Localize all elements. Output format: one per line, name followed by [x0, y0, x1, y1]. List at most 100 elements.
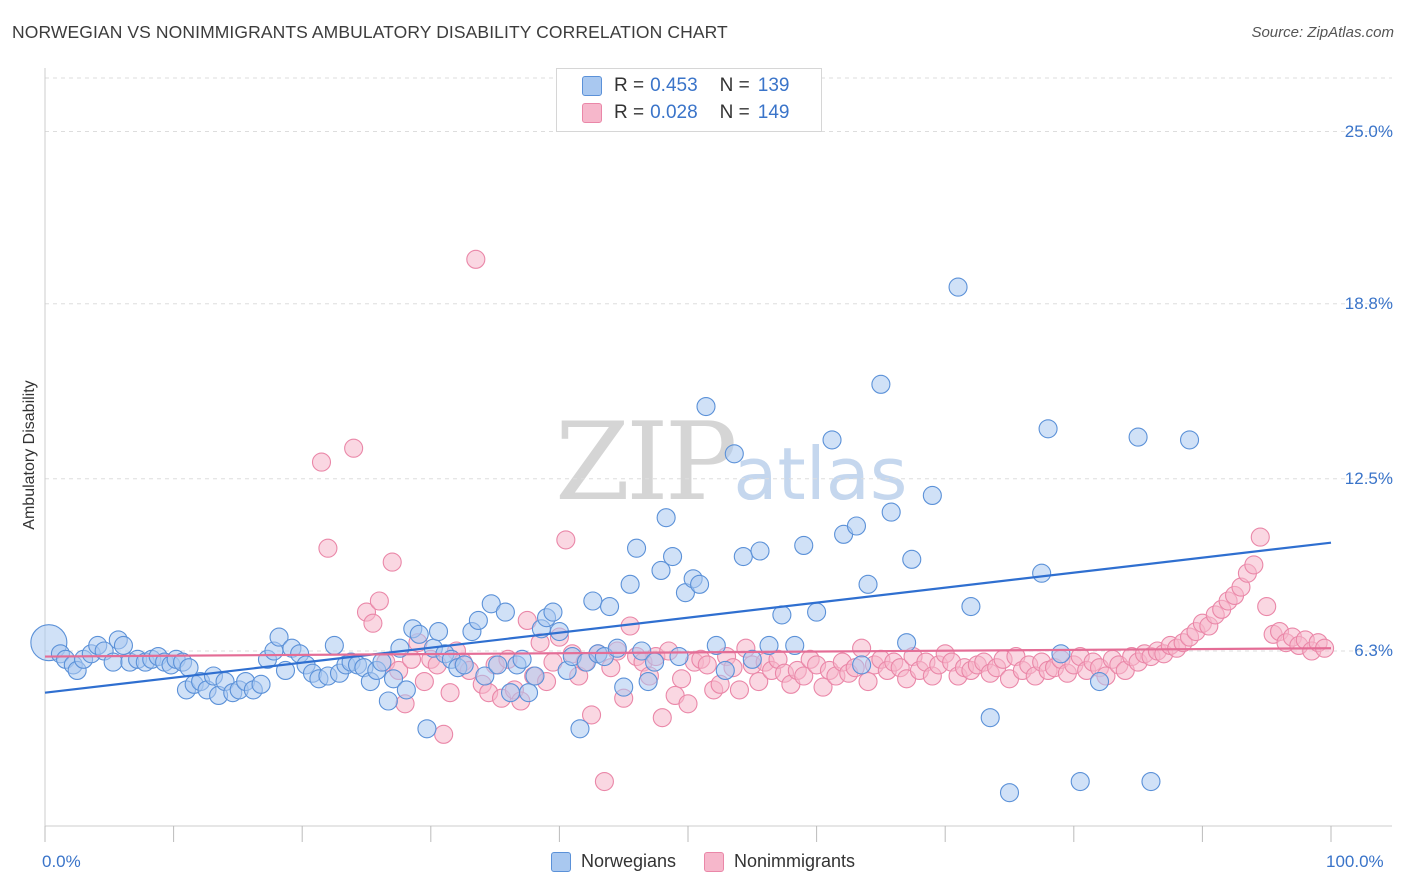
- nonimmigrant-point: [382, 552, 402, 572]
- norwegian-point: [396, 680, 416, 700]
- nonimmigrant-point: [363, 613, 383, 633]
- norwegian-point: [454, 655, 474, 675]
- norwegian-point: [570, 719, 590, 739]
- norwegian-point: [846, 516, 867, 536]
- norwegian-point: [468, 610, 488, 630]
- norwegian-point: [428, 622, 449, 642]
- norwegian-point: [980, 708, 1000, 728]
- norwegian-point: [1128, 427, 1148, 447]
- legend-swatch-blue: [582, 76, 602, 96]
- norwegian-point: [785, 635, 805, 655]
- nonimmigrant-point: [1257, 597, 1277, 617]
- norwegian-point: [638, 672, 658, 692]
- norwegian-point: [742, 649, 762, 669]
- nonimmigrant-point: [594, 772, 614, 792]
- norwegian-point: [663, 547, 683, 567]
- norwegian-point: [1051, 644, 1071, 664]
- norwegian-point: [696, 397, 716, 417]
- norwegian-point: [600, 597, 620, 617]
- legend-n-label: N =: [719, 75, 750, 96]
- norwegian-point: [999, 783, 1020, 803]
- source-label: Source: ZipAtlas.com: [1251, 24, 1394, 41]
- norwegian-point: [669, 647, 689, 667]
- y-tick-label: 18.8%: [1344, 293, 1393, 313]
- nonimmigrant-point: [697, 655, 717, 675]
- watermark-atlas: atlas: [733, 432, 908, 516]
- norwegian-point: [543, 602, 563, 622]
- norwegian-point: [614, 677, 634, 697]
- norwegian-point: [724, 444, 744, 464]
- norwegian-point: [852, 655, 872, 675]
- legend-r-label: R =: [614, 75, 645, 96]
- y-tick-label: 12.5%: [1344, 468, 1393, 488]
- norwegian-point: [269, 627, 289, 647]
- nonimmigrant-point: [794, 666, 814, 686]
- norwegian-point: [113, 635, 133, 655]
- norwegian-point: [1038, 419, 1058, 439]
- norwegian-point: [409, 624, 429, 644]
- x-tick-label-min: 0.0%: [42, 852, 81, 871]
- nonimmigrant-trend-line: [44, 647, 1332, 658]
- norwegian-point: [858, 574, 878, 594]
- norwegian-point: [902, 549, 922, 569]
- nonimmigrant-point: [1244, 555, 1264, 575]
- legend-row-nonimmigrants: R = 0.028 N = 149: [557, 100, 789, 126]
- norwegian-point: [1070, 772, 1090, 792]
- legend-swatch-pink: [704, 851, 724, 872]
- nonimmigrant-point: [581, 705, 602, 725]
- norwegian-point: [656, 508, 676, 528]
- nonimmigrant-point: [852, 638, 872, 658]
- x-tick-label-max: 100.0%: [1326, 852, 1384, 871]
- norwegian-point: [1141, 772, 1161, 792]
- norwegian-point: [417, 719, 437, 739]
- norwegian-point: [500, 683, 521, 703]
- stats-legend: R = 0.453 N = 139 R = 0.028 N = 149: [556, 68, 822, 132]
- nonimmigrant-point: [652, 708, 672, 728]
- nonimmigrant-point: [517, 610, 537, 630]
- nonimmigrant-point: [749, 672, 769, 692]
- legend-swatch-blue: [550, 851, 571, 872]
- nonimmigrant-point: [858, 672, 878, 692]
- legend-label-norwegians: Norwegians: [580, 851, 676, 871]
- norwegian-point: [1179, 430, 1200, 450]
- norwegian-point: [759, 635, 779, 655]
- chart-title: NORWEGIAN VS NONIMMIGRANTS AMBULATORY DI…: [12, 22, 728, 42]
- norwegian-point: [715, 660, 735, 680]
- nonimmigrant-point: [556, 530, 576, 550]
- norwegian-point: [922, 485, 942, 505]
- norwegian-point: [620, 574, 640, 594]
- norwegian-point: [948, 277, 968, 297]
- legend-r-value: 0.453: [650, 75, 698, 96]
- legend-n-label: N =: [719, 102, 750, 123]
- norwegian-point: [871, 374, 891, 394]
- nonimmigrant-point: [672, 669, 692, 689]
- nonimmigrant-point: [344, 438, 364, 458]
- nonimmigrant-point: [369, 591, 389, 611]
- legend-n-value: 139: [757, 75, 790, 96]
- norwegian-point: [807, 602, 827, 622]
- norwegian-point: [372, 652, 392, 672]
- legend-item-nonimmigrants: Nonimmigrants: [704, 851, 855, 872]
- legend-r-label: R =: [614, 102, 645, 123]
- norwegian-point: [383, 669, 404, 689]
- nonimmigrant-point: [414, 672, 434, 692]
- norwegian-point: [706, 635, 726, 655]
- y-tick-label: 6.3%: [1354, 641, 1393, 660]
- norwegian-point: [1089, 672, 1110, 692]
- norwegian-point: [475, 666, 495, 686]
- y-tick-label: 25.0%: [1344, 121, 1393, 141]
- norwegian-point: [324, 635, 344, 655]
- nonimmigrant-point: [434, 724, 454, 744]
- norwegian-point: [488, 655, 508, 675]
- legend-row-norwegians: R = 0.453 N = 139: [557, 73, 789, 99]
- nonimmigrant-point: [311, 452, 332, 472]
- nonimmigrant-point: [678, 694, 698, 714]
- nonimmigrant-point: [1250, 527, 1270, 547]
- norwegian-point: [772, 605, 792, 625]
- norwegian-point: [651, 560, 671, 580]
- legend-label-nonimmigrants: Nonimmigrants: [734, 851, 856, 871]
- watermark-zip: ZIP: [555, 400, 737, 525]
- nonimmigrant-point: [440, 683, 460, 703]
- legend-item-norwegians: Norwegians: [550, 851, 676, 872]
